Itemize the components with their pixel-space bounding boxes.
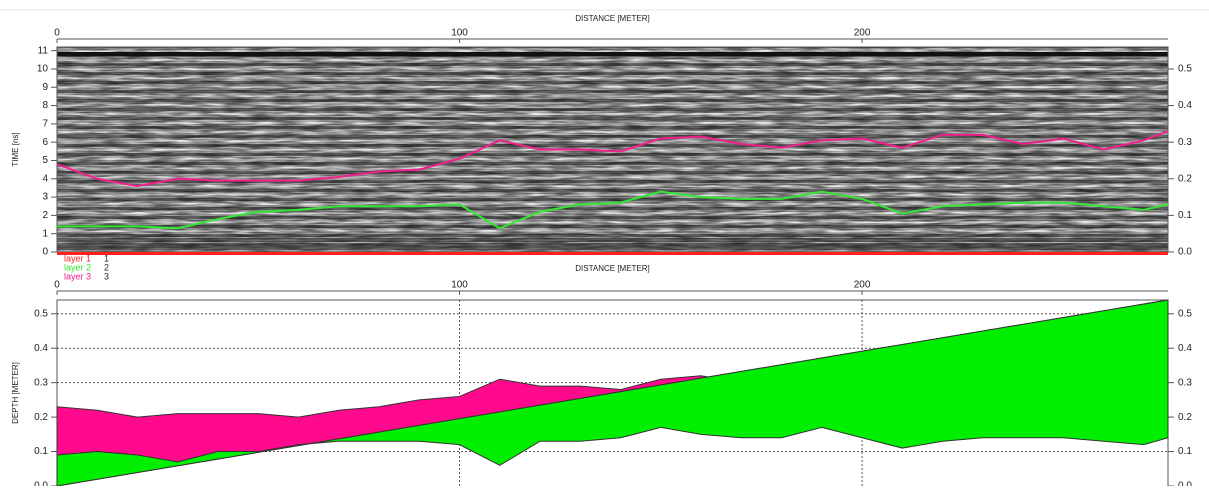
radargram-band xyxy=(57,238,1168,242)
x-tick-label: 200 xyxy=(854,280,871,291)
y-tick-label: 0.2 xyxy=(1178,173,1192,184)
x-tick-label: 100 xyxy=(451,280,468,291)
y-tick-label: 0.3 xyxy=(1178,377,1192,388)
y-tick-label: 10 xyxy=(37,64,49,75)
y-tick-label: 0.4 xyxy=(1178,343,1192,354)
surface-line xyxy=(57,52,1168,56)
legend-id: 3 xyxy=(104,271,109,281)
legend-label: layer 3 xyxy=(64,271,91,281)
y-tick-label: 7 xyxy=(42,119,48,130)
legend-label: layer 1 xyxy=(64,253,91,263)
y-tick-label: 0.2 xyxy=(1178,412,1192,423)
layer-pick xyxy=(56,130,1169,188)
y-tick-label: 0.1 xyxy=(34,446,48,457)
y-axis-title: DEPTH [METER] xyxy=(11,362,20,424)
layer-area xyxy=(56,299,1169,487)
y-tick-label: 0.5 xyxy=(34,308,48,319)
x-tick-label: 0 xyxy=(54,280,60,291)
y-tick-label: 0.1 xyxy=(1178,210,1192,221)
y-tick-label: 0.0 xyxy=(34,481,48,486)
x-axis-title: DISTANCE [METER] xyxy=(575,264,650,273)
x-tick-label: 0 xyxy=(54,28,60,39)
y-tick-label: 0.1 xyxy=(1178,446,1192,457)
x-axis-title: DISTANCE [METER] xyxy=(575,14,650,23)
y-tick-label: 11 xyxy=(38,45,49,56)
legend-label: layer 2 xyxy=(64,262,91,272)
y-tick-label: 0.3 xyxy=(34,377,48,388)
y-tick-label: 3 xyxy=(42,192,48,203)
layer-pick xyxy=(57,190,1169,230)
y-tick-label: 2 xyxy=(42,210,48,221)
y-tick-label: 0.4 xyxy=(1178,100,1192,111)
y-tick-label: 8 xyxy=(42,100,48,111)
y-tick-label: 0.0 xyxy=(1178,247,1192,258)
x-tick-label: 200 xyxy=(854,28,871,39)
y-tick-label: 0.2 xyxy=(34,412,48,423)
radargram-band xyxy=(57,246,1168,250)
radargram-noise xyxy=(57,47,1168,252)
y-tick-label: 5 xyxy=(42,155,48,166)
y-tick-label: 9 xyxy=(42,82,48,93)
legend-id: 2 xyxy=(104,262,109,272)
y-tick-label: 0 xyxy=(42,247,48,258)
y-tick-label: 0.4 xyxy=(34,343,48,354)
legend-id: 1 xyxy=(104,253,109,263)
y-tick-label: 6 xyxy=(42,137,48,148)
y-tick-label: 0.5 xyxy=(1178,64,1192,75)
y-tick-label: 0.5 xyxy=(1178,308,1192,319)
y-axis-title: TIME [ns] xyxy=(11,132,20,166)
y-tick-label: 0.0 xyxy=(1178,481,1192,486)
y-tick-label: 4 xyxy=(42,173,48,184)
y-tick-label: 1 xyxy=(42,228,48,239)
y-tick-label: 0.3 xyxy=(1178,137,1192,148)
x-tick-label: 100 xyxy=(451,28,468,39)
